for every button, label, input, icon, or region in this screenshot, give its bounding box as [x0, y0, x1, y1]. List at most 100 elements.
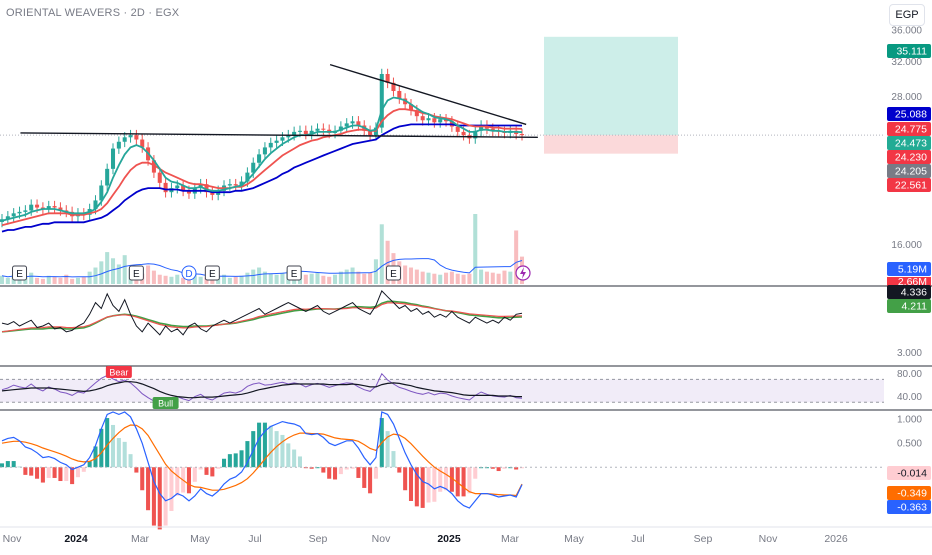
- volume-bar: [514, 230, 519, 284]
- candle: [292, 131, 297, 136]
- volume-bar: [315, 272, 320, 284]
- candle: [239, 181, 244, 186]
- volume-bar: [309, 273, 314, 284]
- rsi-tick-label: 80.00: [897, 369, 922, 380]
- macd-histogram-bar: [315, 467, 320, 469]
- price-badge-box: [887, 122, 931, 136]
- macd-histogram-bar: [64, 467, 69, 482]
- candle: [227, 184, 232, 186]
- macd-histogram-bar: [198, 467, 203, 470]
- volume-bar: [81, 276, 86, 284]
- x-tick-label: Sep: [309, 533, 328, 545]
- x-tick-label: Jul: [248, 533, 261, 545]
- candle: [11, 213, 16, 217]
- macd-histogram-bar: [186, 467, 191, 494]
- macd-badge-text: -0.349: [897, 488, 927, 500]
- candle: [46, 206, 51, 209]
- candle: [490, 128, 495, 131]
- volume-bar: [438, 274, 443, 284]
- lightning-icon-bolt: [520, 267, 526, 279]
- currency-button[interactable]: EGP: [889, 4, 925, 26]
- event-marker: E: [12, 265, 28, 281]
- macd-histogram-bar: [432, 467, 437, 502]
- volume-badge-box: [887, 262, 931, 276]
- rsi-ma-line: [1, 381, 522, 399]
- price-badge: 35.111: [887, 44, 931, 58]
- x-tick-label: 2026: [824, 533, 848, 545]
- volume-bar: [257, 267, 262, 284]
- macd-histogram-bar: [338, 467, 343, 475]
- macd-histogram-bar: [70, 467, 75, 485]
- macd-badge-box: [887, 486, 931, 500]
- ema-slow-line: [1, 123, 523, 233]
- event-marker-box: [385, 265, 401, 281]
- macd-histogram-bar: [309, 467, 314, 469]
- candle: [303, 130, 308, 135]
- obv-ma-secondary-line: [1, 302, 523, 333]
- macd-histogram-bar: [356, 467, 361, 478]
- candle: [280, 137, 285, 141]
- rsi-line: [1, 372, 523, 404]
- macd-histogram-bar: [128, 454, 133, 468]
- price-badge-text: 25.088: [895, 109, 927, 121]
- candle: [379, 73, 384, 128]
- macd-histogram-bar: [473, 467, 478, 479]
- macd-histogram-bar: [286, 443, 291, 468]
- candle: [204, 184, 209, 193]
- volume-bar: [163, 275, 168, 284]
- candle: [438, 119, 443, 123]
- x-tick-label: Sep: [694, 533, 713, 545]
- volume-bar: [181, 277, 186, 284]
- candle: [397, 90, 402, 99]
- candle: [385, 73, 390, 83]
- volume-bar: [157, 274, 162, 284]
- candle: [58, 207, 63, 211]
- volume-ma-line: [1, 258, 523, 278]
- x-tick-label: 2024: [64, 533, 88, 545]
- volume-bar: [58, 277, 63, 284]
- volume-bar: [245, 272, 250, 284]
- macd-histogram-bar: [122, 441, 127, 468]
- event-marker: E: [128, 265, 144, 281]
- x-tick-label: May: [564, 533, 585, 545]
- obv-badge-text: 4.336: [901, 287, 927, 299]
- macd-histogram-bar: [227, 454, 232, 468]
- price-badge: 22.561: [887, 178, 931, 192]
- macd-histogram-bar: [81, 467, 86, 472]
- candle: [257, 154, 262, 163]
- price-badge: 25.088: [887, 107, 931, 121]
- volume-bar: [75, 277, 80, 284]
- macd-histogram-bar: [280, 434, 285, 468]
- event-marker-label: E: [209, 269, 216, 280]
- price-badge-box: [887, 107, 931, 121]
- volume-bar: [274, 274, 279, 284]
- volume-bar: [444, 272, 449, 284]
- price-badge-box: [887, 178, 931, 192]
- macd-histogram-bar: [385, 431, 390, 468]
- macd-histogram-bar: [444, 467, 449, 491]
- macd-histogram-bar: [151, 467, 156, 526]
- volume-badge: 5.19M: [887, 262, 931, 276]
- volume-bar: [204, 277, 209, 284]
- event-marker-box: [181, 265, 197, 281]
- price-badge-text: 24.230: [895, 152, 927, 164]
- ema-mid-line: [1, 108, 523, 227]
- macd-badge: -0.363: [887, 500, 931, 514]
- candle: [157, 172, 162, 183]
- macd-histogram-bar: [58, 467, 63, 482]
- macd-histogram-bar: [239, 450, 244, 468]
- candle: [245, 172, 250, 182]
- trendline: [329, 63, 527, 126]
- rsi-band: [0, 379, 884, 403]
- candle: [309, 130, 314, 135]
- volume-bar: [344, 269, 349, 284]
- obv-line: [1, 290, 523, 336]
- price-badge-box: [887, 150, 931, 164]
- macd-histogram-bar: [216, 467, 221, 469]
- volume-bar: [362, 273, 367, 284]
- macd-histogram-bar: [514, 467, 519, 470]
- obv-badge: 4.211: [887, 299, 931, 313]
- volume-bar: [420, 271, 425, 284]
- macd-histogram-bar: [461, 467, 466, 497]
